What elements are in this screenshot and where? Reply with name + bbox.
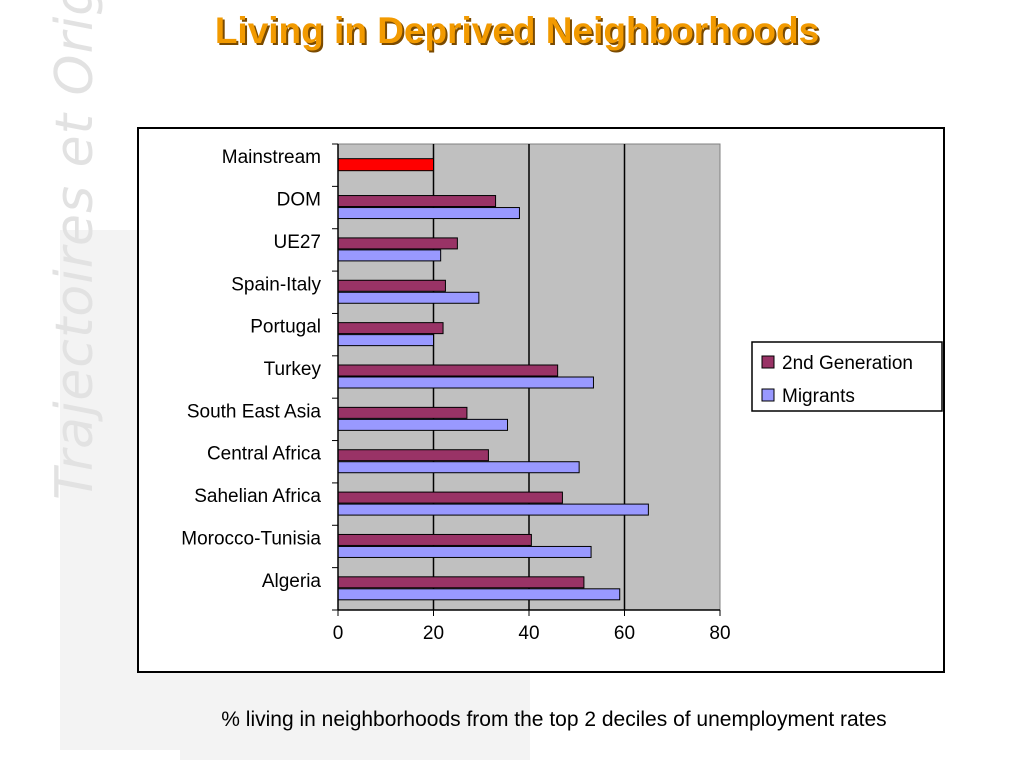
bar-migrants: [337, 334, 434, 347]
bar-2nd-generation: [337, 322, 444, 335]
bar-2nd-generation: [337, 237, 458, 250]
legend-item-migrants-swatch: [761, 388, 775, 402]
chart-caption: % living in neighborhoods from the top 2…: [221, 708, 887, 731]
bar-2nd-generation: [337, 449, 489, 462]
bar-migrants: [337, 291, 480, 304]
legend-item-migrants: Migrants: [782, 386, 855, 407]
category-label: DOM: [277, 190, 321, 211]
category-label: Sahelian Africa: [194, 486, 321, 507]
legend-item-2nd-generation: 2nd Generation: [782, 353, 913, 374]
x-tick-label: 60: [614, 623, 635, 644]
bar-migrants: [337, 588, 621, 601]
bar-2nd-generation: [337, 279, 446, 292]
x-tick-label: 0: [333, 623, 344, 644]
category-label: South East Asia: [187, 401, 322, 422]
bar-2nd-generation: [337, 576, 585, 589]
x-tick-label: 40: [518, 623, 539, 644]
bar-2nd-generation: [337, 195, 497, 208]
chart-frame: Mainstream DOM UE27 Spain-Italy Portugal Turk…: [137, 127, 945, 673]
category-label: Portugal: [250, 317, 321, 338]
page-title: Living in Deprived Neighborhoods: [214, 10, 820, 51]
category-label: Central Africa: [207, 444, 321, 465]
bar-2nd-generation: [337, 406, 468, 419]
x-tick-label: 20: [423, 623, 444, 644]
bar-2nd-generation: [337, 533, 532, 546]
bar-migrants: [337, 461, 580, 474]
bar-mainstream: [337, 158, 434, 172]
bar-2nd-generation: [337, 364, 559, 377]
bar-2nd-generation: [337, 491, 563, 504]
category-label: Morocco-Tunisia: [181, 528, 321, 549]
category-label: UE27: [273, 232, 321, 253]
bar-migrants: [337, 207, 520, 220]
bar-migrants: [337, 503, 649, 516]
legend-item-2nd-generation-swatch: [761, 355, 775, 369]
legend: [751, 341, 943, 412]
category-label: Turkey: [264, 359, 322, 380]
bar-chart: Mainstream DOM UE27 Spain-Italy Portugal Turk…: [181, 143, 943, 644]
x-tick-label: 80: [709, 623, 730, 644]
bar-migrants: [337, 545, 592, 558]
category-label: Spain-Italy: [231, 274, 321, 295]
category-label: Algeria: [262, 571, 322, 592]
bar-migrants: [337, 249, 442, 262]
category-label: Mainstream: [222, 147, 321, 168]
bar-migrants: [337, 418, 509, 431]
bar-migrants: [337, 376, 594, 389]
watermark: Trajectoires et Origines: [45, 0, 105, 500]
